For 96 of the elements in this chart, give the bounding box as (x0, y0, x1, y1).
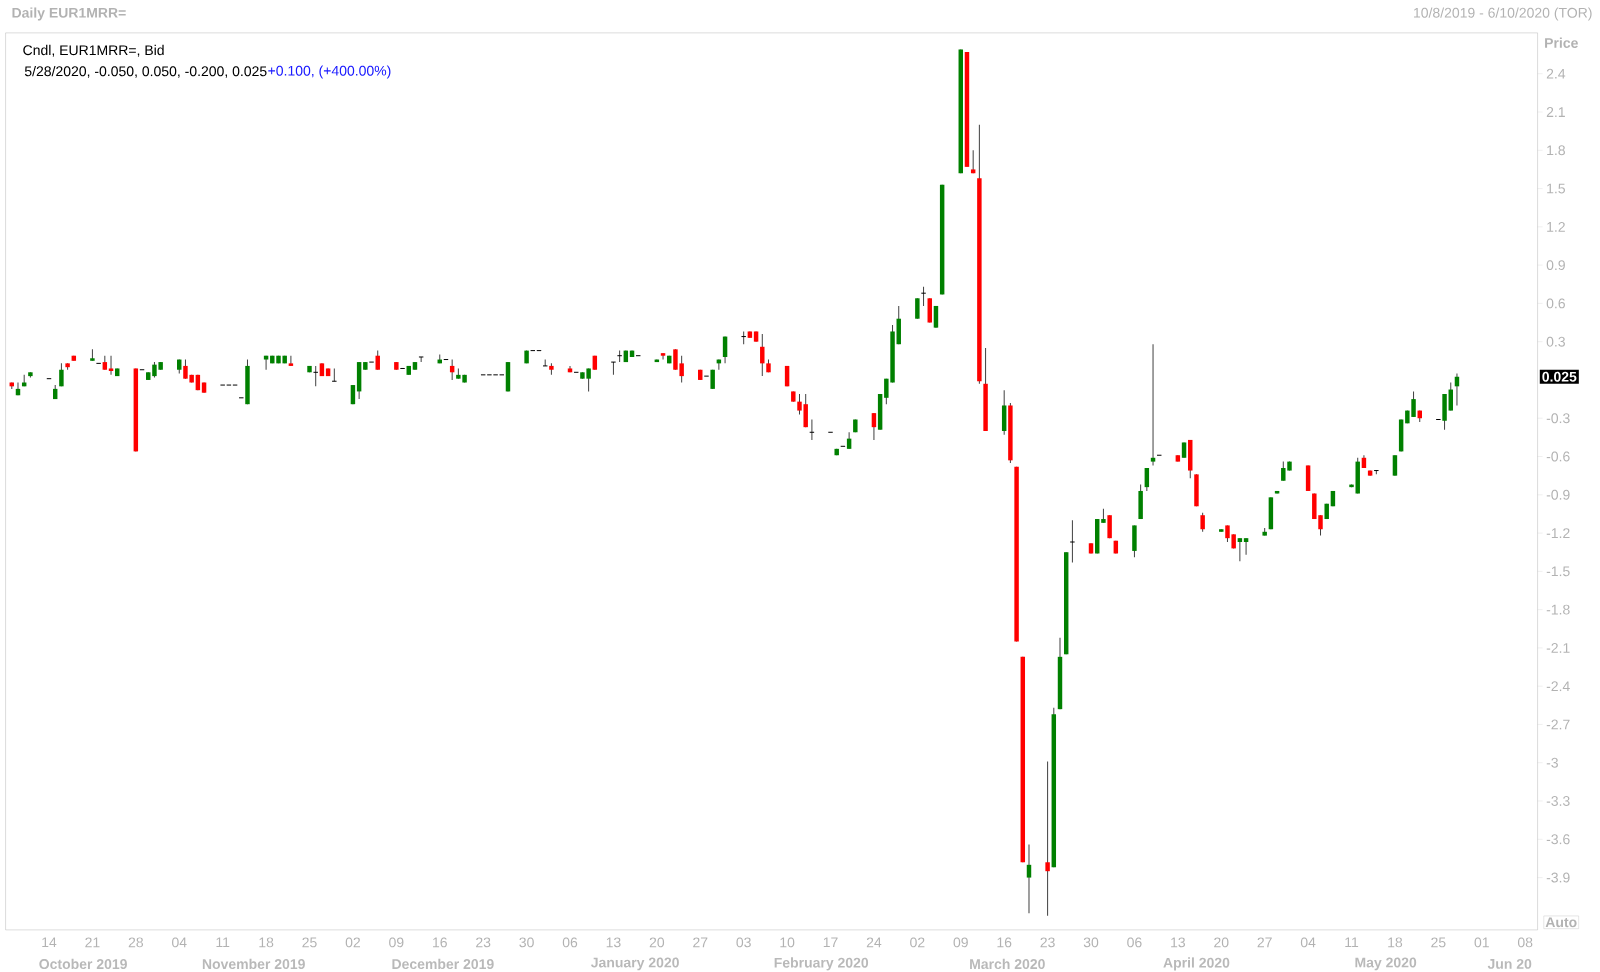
text: November 2019 (202, 958, 305, 970)
y-tick-label: -3 (1546, 757, 1558, 768)
x-tick-label: 17 (823, 937, 838, 948)
text: April 2020 (1163, 957, 1230, 971)
y-tick-label: -1.5 (1546, 566, 1570, 577)
x-tick-label: 16 (433, 937, 447, 948)
candlestick (915, 297, 920, 320)
y-tick-label: -0.9 (1546, 489, 1570, 500)
annotation: Cndl, EUR1MRR=, Bid (23, 44, 164, 57)
x-tick-label: 10 (780, 937, 795, 948)
x-tick-label: 18 (1388, 937, 1403, 948)
annotation: 0.025 (1542, 371, 1577, 382)
x-tick-label: 11 (216, 937, 230, 948)
x-tick-label: 06 (1127, 937, 1142, 948)
candlestick (312, 365, 319, 387)
x-tick-label: 04 (172, 937, 187, 948)
annotation: 5/28/2020, -0.050, 0.050, -0.200, 0.025 (24, 65, 267, 78)
candlestick (809, 419, 815, 441)
y-tick-label: 1.8 (1547, 145, 1565, 156)
y-tick-label: 2.4 (1546, 68, 1566, 79)
y-tick-label: 2.1 (1546, 107, 1565, 117)
candlestick (263, 355, 269, 371)
candlestick (1069, 519, 1076, 563)
text: October 2019 (39, 958, 127, 970)
text: January 2020 (590, 957, 679, 971)
y-tick-label: -1.8 (1546, 604, 1570, 615)
candlestick (108, 355, 114, 376)
text: December 2019 (392, 958, 494, 970)
y-tick-label: -2.4 (1546, 681, 1570, 692)
candlestick (616, 350, 623, 363)
x-tick-label: 13 (606, 937, 621, 948)
candlestick (1045, 760, 1050, 917)
y-tick-label: -1.2 (1546, 528, 1570, 538)
x-tick-label: 14 (42, 937, 57, 948)
x-tick-label: 25 (302, 937, 317, 948)
candlestick (331, 367, 338, 382)
candlestick (920, 286, 927, 307)
x-tick-label: 16 (997, 937, 1012, 948)
x-tick-label: 27 (693, 937, 708, 948)
x-tick-label: 21 (85, 937, 100, 948)
y-tick-label: -2.7 (1546, 719, 1570, 730)
x-tick-label: 23 (1040, 937, 1055, 948)
candlestick (375, 350, 380, 371)
x-tick-label: 27 (1257, 937, 1272, 948)
y-axis-title: Price (1545, 37, 1578, 48)
y-tick-label: -3.9 (1546, 872, 1570, 883)
x-tick-label: 09 (953, 937, 968, 948)
y-tick-label: -3.6 (1546, 834, 1570, 845)
y-tick-label: 1.2 (1547, 221, 1565, 232)
x-tick-label: 30 (1083, 937, 1099, 948)
text: March 2020 (970, 958, 1045, 970)
x-tick-label: 08 (1517, 937, 1533, 948)
x-tick-label: 06 (562, 937, 578, 948)
candlestick (1150, 343, 1156, 466)
candlestick (1392, 454, 1398, 477)
candlestick (1237, 537, 1243, 562)
y-tick-label: 1.5 (1547, 183, 1565, 194)
candlestick (418, 356, 424, 363)
text: Auto (1545, 917, 1577, 928)
x-tick-label: 20 (649, 937, 665, 948)
candlestick (288, 355, 294, 367)
y-tick-label: -0.3 (1546, 413, 1570, 424)
candlestick (1200, 512, 1205, 533)
chart-title: Daily EUR1MRR= (12, 7, 126, 21)
candlestick (1026, 843, 1032, 914)
x-tick-label: 13 (1171, 937, 1186, 948)
x-tick-label: 01 (1474, 937, 1489, 948)
x-tick-label: 23 (476, 937, 491, 948)
x-tick-label: 02 (345, 937, 361, 948)
y-tick-label: -3.3 (1546, 796, 1570, 806)
text: May 2020 (1355, 957, 1417, 971)
chart-subtitle: 10/8/2019 - 6/10/2020 (TOR) (1414, 7, 1592, 21)
y-tick-label: -2.1 (1546, 643, 1570, 653)
x-tick-label: 09 (389, 937, 404, 948)
x-tick-label: 02 (910, 937, 925, 948)
candlestick (1243, 537, 1249, 556)
x-tick-label: 24 (866, 937, 882, 948)
text: February 2020 (774, 957, 869, 971)
candlestick (610, 361, 617, 376)
text: Jun 20 (1487, 958, 1532, 969)
candlestick (760, 333, 765, 377)
x-tick-label: 30 (519, 937, 534, 948)
candlestick (660, 352, 666, 361)
x-tick-label: 18 (259, 937, 274, 948)
x-tick-label: 25 (1431, 937, 1446, 948)
y-tick-label: 0.9 (1546, 260, 1565, 271)
x-tick-label: 03 (736, 937, 751, 948)
x-tick-label: 28 (128, 937, 144, 948)
annotation: +0.100, (+400.00%) (268, 65, 391, 79)
x-tick-label: 20 (1214, 937, 1229, 948)
candlestick (740, 330, 747, 345)
x-tick-label: 04 (1300, 937, 1316, 948)
y-tick-label: 0.6 (1546, 298, 1565, 309)
x-tick-label: 11 (1345, 937, 1359, 948)
y-tick-label: 0.3 (1546, 336, 1565, 347)
y-tick-label: -0.6 (1546, 451, 1570, 462)
